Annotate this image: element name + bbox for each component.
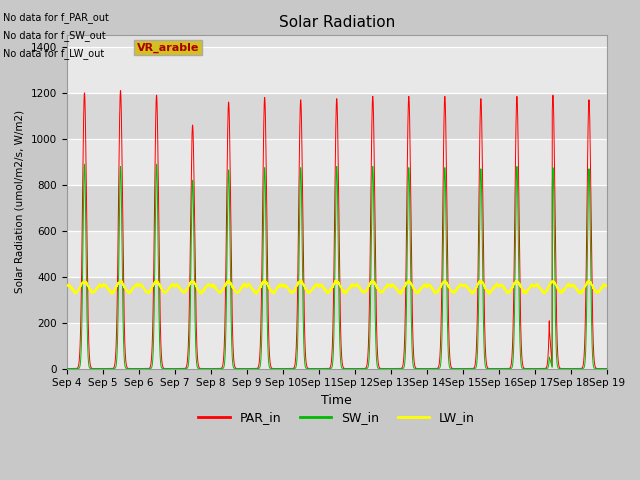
- Text: No data for f_SW_out: No data for f_SW_out: [3, 30, 106, 41]
- Bar: [67, 276, 607, 323]
- Y-axis label: Solar Radiation (umol/m2/s, W/m2): Solar Radiation (umol/m2/s, W/m2): [15, 110, 25, 293]
- Bar: [67, 47, 607, 93]
- Text: No data for f_LW_out: No data for f_LW_out: [3, 48, 104, 60]
- Text: No data for f_PAR_out: No data for f_PAR_out: [3, 12, 109, 23]
- Bar: [67, 185, 607, 231]
- Title: Solar Radiation: Solar Radiation: [278, 15, 395, 30]
- Text: VR_arable: VR_arable: [137, 42, 199, 53]
- Bar: [67, 139, 607, 185]
- Legend: PAR_in, SW_in, LW_in: PAR_in, SW_in, LW_in: [193, 406, 480, 429]
- Bar: [67, 93, 607, 139]
- Bar: [67, 231, 607, 276]
- Bar: [67, 323, 607, 369]
- X-axis label: Time: Time: [321, 394, 352, 407]
